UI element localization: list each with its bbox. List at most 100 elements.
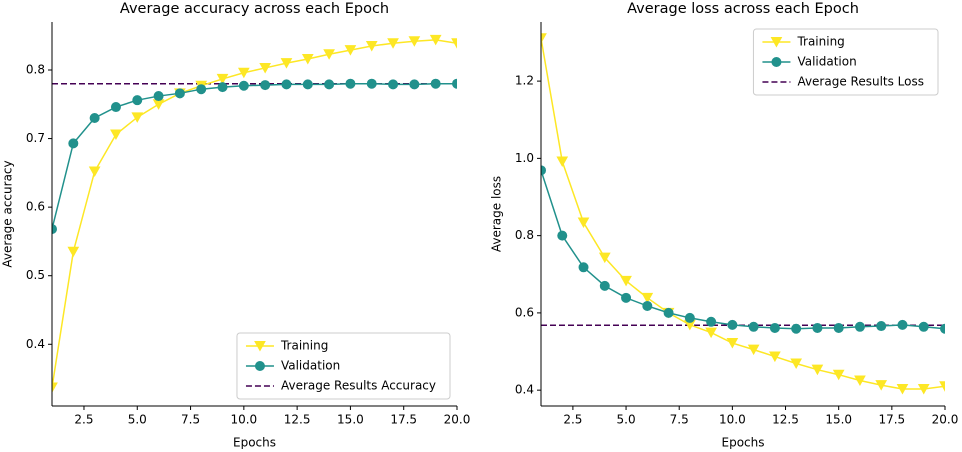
legend-label: Training <box>796 35 844 49</box>
legend: Training Validation Average Results Accura… <box>236 332 451 400</box>
x-tick-label: 15.0 <box>825 413 852 427</box>
marker <box>541 33 547 44</box>
marker <box>578 262 589 273</box>
legend-marker <box>771 57 782 67</box>
marker <box>452 78 457 89</box>
x-axis-label: Epochs <box>233 436 276 450</box>
legend-label: Training <box>280 339 328 353</box>
x-axis-label: Epochs <box>722 436 765 450</box>
legend-label: Average Results Accuracy <box>281 379 436 393</box>
marker <box>620 275 632 287</box>
marker <box>769 351 781 363</box>
marker <box>237 67 250 79</box>
y-axis-label: Average accuracy <box>1 160 15 267</box>
x-tick-label: 12.5 <box>772 413 799 427</box>
x-tick-label: 20.0 <box>444 413 471 427</box>
marker <box>875 380 888 391</box>
marker <box>52 382 58 394</box>
plot-area <box>52 34 457 394</box>
marker <box>939 381 945 392</box>
x-tick-label: 17.5 <box>390 413 417 427</box>
marker <box>812 322 823 333</box>
marker <box>408 36 421 47</box>
marker <box>259 62 272 74</box>
legend-marker <box>770 37 783 48</box>
marker <box>260 80 271 91</box>
marker <box>430 78 441 89</box>
x-tick-label: 7.5 <box>181 413 200 427</box>
y-tick-label: 0.8 <box>515 228 534 242</box>
legend-marker <box>254 341 266 352</box>
legend-marker <box>254 361 265 371</box>
y-tick-label: 0.6 <box>515 305 534 319</box>
marker <box>387 38 399 49</box>
marker <box>641 292 654 304</box>
marker <box>67 246 80 258</box>
marker <box>301 54 314 65</box>
marker <box>557 230 568 241</box>
marker <box>110 102 121 113</box>
y-tick-label: 1.2 <box>515 74 534 88</box>
marker <box>153 91 164 102</box>
legend-label: Validation <box>797 55 856 69</box>
marker <box>599 280 610 291</box>
x-tick-label: 15.0 <box>337 413 364 427</box>
legend-label: Validation <box>281 359 340 373</box>
y-tick-label: 0.5 <box>26 268 45 282</box>
marker <box>344 45 357 56</box>
marker <box>726 338 739 349</box>
marker <box>216 73 229 85</box>
marker <box>217 82 228 93</box>
marker <box>152 99 165 110</box>
marker <box>832 369 845 381</box>
marker <box>365 41 378 52</box>
marker <box>918 321 929 332</box>
legend-frame <box>236 332 451 400</box>
marker <box>876 321 887 332</box>
marker <box>769 322 780 333</box>
marker <box>280 58 293 69</box>
marker <box>833 322 844 333</box>
marker <box>541 165 546 176</box>
marker <box>366 78 377 89</box>
marker <box>409 79 420 90</box>
chart-title: Average accuracy across each Epoch <box>120 1 389 17</box>
marker <box>131 112 144 123</box>
legend-label: Average Results Loss <box>797 75 924 89</box>
x-tick-label: 12.5 <box>284 413 311 427</box>
marker <box>747 344 760 356</box>
marker <box>896 384 909 395</box>
series-line <box>541 170 945 330</box>
legend-frame <box>752 28 939 96</box>
marker <box>663 307 674 318</box>
marker <box>748 321 759 332</box>
x-tick-label: 7.5 <box>670 413 689 427</box>
y-tick-label: 0.4 <box>515 383 534 397</box>
marker <box>917 384 930 395</box>
marker <box>88 166 101 178</box>
y-tick-label: 0.8 <box>26 63 45 77</box>
marker <box>811 364 824 376</box>
x-tick-label: 10.0 <box>230 413 257 427</box>
x-tick-label: 2.5 <box>74 413 93 427</box>
x-tick-label: 17.5 <box>878 413 905 427</box>
marker <box>110 129 122 140</box>
legend: Training Validation Average Results Loss <box>752 28 939 96</box>
marker <box>196 84 207 95</box>
marker <box>790 358 803 370</box>
y-tick-label: 0.7 <box>26 131 45 145</box>
y-tick-label: 1.0 <box>515 151 534 165</box>
marker <box>68 138 79 149</box>
marker <box>897 319 908 330</box>
plot-area <box>541 33 945 395</box>
marker <box>302 79 313 90</box>
x-tick-label: 5.0 <box>617 413 636 427</box>
marker <box>791 323 802 334</box>
series-line <box>541 38 945 390</box>
marker <box>705 327 717 339</box>
chart: Average accuracy across each Epoch Epochs… <box>1 1 471 450</box>
marker <box>238 80 249 91</box>
chart-title: Average loss across each Epoch <box>627 1 859 17</box>
y-tick-label: 0.6 <box>26 200 45 214</box>
